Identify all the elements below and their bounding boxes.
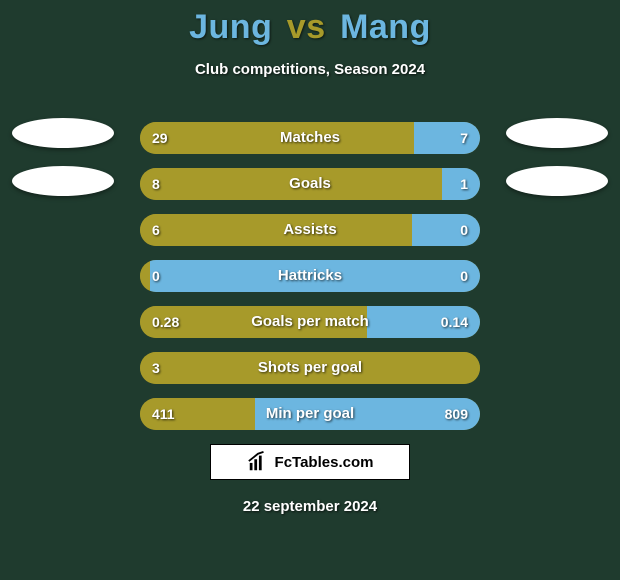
stat-value-left: 6: [152, 214, 160, 246]
stat-value-left: 8: [152, 168, 160, 200]
stat-label: Shots per goal: [140, 352, 480, 384]
player1-name: Jung: [189, 8, 272, 46]
player2-badges: [506, 118, 608, 196]
stat-row: Goals per match0.28 0.14: [140, 306, 480, 338]
player2-name: Mang: [340, 8, 431, 46]
stat-row: Hattricks0 0: [140, 260, 480, 292]
stat-row: Min per goal411 809: [140, 398, 480, 430]
subtitle: Club competitions, Season 2024: [0, 61, 620, 78]
player1-badges: [12, 118, 114, 196]
stat-label: Hattricks: [140, 260, 480, 292]
stats-list: Matches297Goals81Assists60Hattricks00Goa…: [140, 122, 480, 430]
stat-value-left: 411: [152, 398, 175, 430]
stat-value-left: 0.28: [152, 306, 179, 338]
stat-row: Shots per goal3: [140, 352, 480, 384]
fctables-logo[interactable]: FcTables.com: [210, 444, 410, 480]
stat-value-right: 0: [460, 214, 468, 246]
stat-row: Assists6 0: [140, 214, 480, 246]
vs-label: vs: [287, 8, 326, 46]
stat-value-left: 3: [152, 352, 160, 384]
stat-value-right: 809: [445, 398, 468, 430]
chart-icon: [247, 451, 269, 473]
club-badge: [12, 166, 114, 196]
stat-label: Goals: [140, 168, 480, 200]
stat-label: Matches: [140, 122, 480, 154]
stat-row: Matches29 7: [140, 122, 480, 154]
stat-row: Goals8 1: [140, 168, 480, 200]
stat-value-left: 0: [152, 260, 160, 292]
date-label: 22 september 2024: [0, 498, 620, 515]
club-badge: [12, 118, 114, 148]
stat-label: Assists: [140, 214, 480, 246]
stat-value-left: 29: [152, 122, 168, 154]
club-badge: [506, 118, 608, 148]
stat-value-right: 1: [460, 168, 468, 200]
comparison-card: Jung vs Mang Club competitions, Season 2…: [0, 0, 620, 580]
stat-label: Goals per match: [140, 306, 480, 338]
stat-value-right: 7: [460, 122, 468, 154]
stat-value-right: 0.14: [441, 306, 468, 338]
page-title: Jung vs Mang: [0, 0, 620, 47]
club-badge: [506, 166, 608, 196]
stat-value-right: 0: [460, 260, 468, 292]
logo-text: FcTables.com: [275, 454, 374, 471]
stat-label: Min per goal: [140, 398, 480, 430]
